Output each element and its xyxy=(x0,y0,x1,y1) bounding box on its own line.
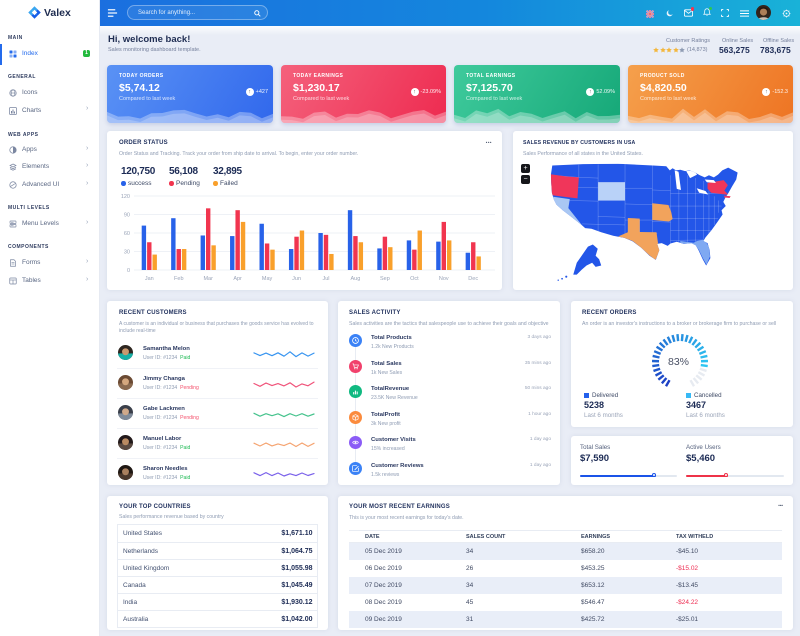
svg-text:Feb: Feb xyxy=(174,276,183,282)
svg-text:Apr: Apr xyxy=(233,276,242,282)
svg-text:Jan: Jan xyxy=(145,276,154,282)
svg-text:Jul: Jul xyxy=(322,276,329,282)
svg-text:Oct: Oct xyxy=(410,276,419,282)
svg-text:Dec: Dec xyxy=(468,276,478,282)
svg-text:May: May xyxy=(262,276,273,282)
svg-text:30: 30 xyxy=(124,250,130,256)
svg-text:0: 0 xyxy=(127,268,130,274)
svg-text:Jun: Jun xyxy=(292,276,301,282)
svg-text:Aug: Aug xyxy=(351,276,361,282)
svg-text:Mar: Mar xyxy=(203,276,213,282)
svg-text:90: 90 xyxy=(124,213,130,219)
svg-text:Sep: Sep xyxy=(380,276,390,282)
svg-text:120: 120 xyxy=(121,194,130,200)
svg-text:60: 60 xyxy=(124,231,130,237)
svg-text:Nov: Nov xyxy=(439,276,449,282)
